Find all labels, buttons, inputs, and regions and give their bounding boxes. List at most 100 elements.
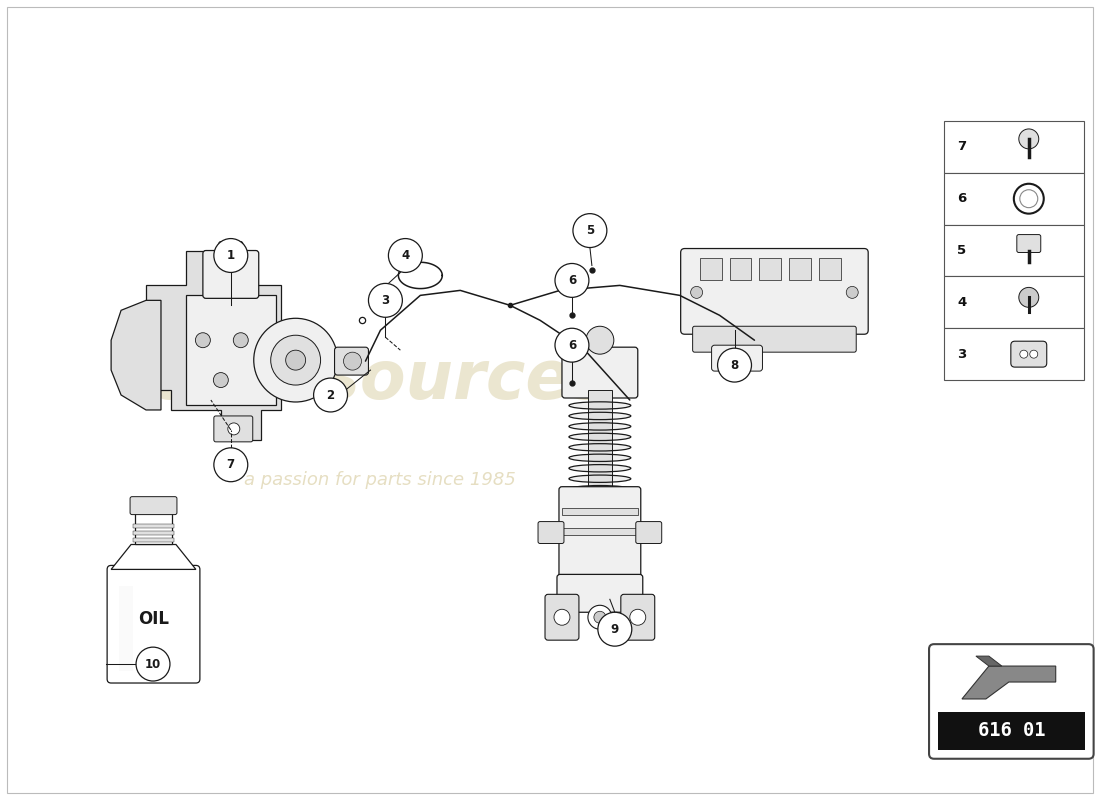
Text: 9: 9 [610, 622, 619, 636]
Circle shape [228, 423, 240, 435]
Ellipse shape [570, 444, 630, 450]
Text: 6: 6 [568, 274, 576, 287]
Circle shape [343, 352, 362, 370]
FancyBboxPatch shape [1011, 342, 1047, 367]
FancyBboxPatch shape [334, 347, 368, 375]
Circle shape [314, 378, 348, 412]
Circle shape [388, 238, 422, 273]
Text: 3: 3 [382, 294, 389, 307]
Bar [944, 277, 1084, 328]
Text: 5: 5 [957, 244, 967, 257]
FancyBboxPatch shape [1016, 234, 1041, 253]
Bar [759, 258, 781, 281]
Text: eurosources: eurosources [150, 347, 612, 413]
Text: 3: 3 [957, 348, 967, 361]
Text: 10: 10 [145, 658, 161, 670]
Circle shape [556, 263, 588, 298]
Bar [133, 530, 174, 534]
Circle shape [213, 373, 229, 387]
FancyBboxPatch shape [559, 486, 641, 582]
Text: a passion for parts since 1985: a passion for parts since 1985 [244, 470, 516, 489]
Bar [790, 258, 812, 281]
FancyBboxPatch shape [130, 497, 177, 514]
Text: 4: 4 [957, 296, 967, 309]
FancyBboxPatch shape [562, 347, 638, 398]
Circle shape [213, 448, 248, 482]
FancyBboxPatch shape [202, 250, 258, 298]
FancyBboxPatch shape [135, 513, 172, 545]
Text: 6: 6 [568, 338, 576, 352]
Circle shape [846, 286, 858, 298]
Text: 616 01: 616 01 [978, 722, 1045, 740]
Bar [820, 258, 842, 281]
FancyBboxPatch shape [693, 326, 856, 352]
Ellipse shape [570, 413, 630, 419]
FancyBboxPatch shape [219, 242, 243, 255]
Bar [938, 712, 1085, 750]
Circle shape [1019, 287, 1038, 307]
Ellipse shape [570, 475, 630, 482]
Circle shape [136, 647, 170, 681]
FancyBboxPatch shape [186, 295, 276, 405]
Ellipse shape [570, 434, 630, 440]
Circle shape [1019, 129, 1038, 149]
Ellipse shape [570, 486, 630, 492]
Polygon shape [976, 656, 1002, 666]
FancyBboxPatch shape [681, 249, 868, 334]
Bar [944, 328, 1084, 380]
Bar [587, 390, 612, 494]
Circle shape [587, 606, 612, 630]
Ellipse shape [570, 465, 630, 471]
FancyBboxPatch shape [930, 644, 1093, 758]
Bar [133, 523, 174, 527]
Ellipse shape [570, 402, 630, 409]
Circle shape [717, 348, 751, 382]
Circle shape [630, 610, 646, 626]
Circle shape [196, 333, 210, 348]
Circle shape [554, 610, 570, 626]
Circle shape [213, 238, 248, 273]
Text: 5: 5 [586, 224, 594, 237]
Circle shape [233, 333, 249, 348]
Polygon shape [111, 545, 196, 570]
Text: 8: 8 [730, 358, 739, 372]
Bar [944, 173, 1084, 225]
Bar [944, 121, 1084, 173]
Circle shape [286, 350, 306, 370]
FancyBboxPatch shape [636, 522, 662, 543]
Bar [944, 225, 1084, 277]
Circle shape [368, 283, 403, 318]
Circle shape [598, 612, 631, 646]
Circle shape [254, 318, 338, 402]
Ellipse shape [570, 423, 630, 430]
Bar [562, 508, 638, 514]
FancyBboxPatch shape [107, 566, 200, 683]
Circle shape [271, 335, 320, 385]
Ellipse shape [570, 454, 630, 461]
Text: 7: 7 [957, 140, 967, 154]
FancyBboxPatch shape [544, 594, 579, 640]
Circle shape [556, 328, 588, 362]
Bar [729, 258, 751, 281]
Circle shape [1030, 350, 1037, 358]
Polygon shape [111, 300, 161, 410]
FancyBboxPatch shape [557, 574, 642, 612]
FancyBboxPatch shape [620, 594, 654, 640]
Bar [562, 527, 638, 534]
FancyBboxPatch shape [538, 522, 564, 543]
Circle shape [691, 286, 703, 298]
Circle shape [573, 214, 607, 247]
Polygon shape [146, 250, 280, 440]
Text: 7: 7 [227, 458, 235, 471]
FancyBboxPatch shape [712, 345, 762, 371]
Text: 4: 4 [402, 249, 409, 262]
Polygon shape [962, 666, 1056, 699]
FancyBboxPatch shape [213, 416, 253, 442]
Circle shape [586, 326, 614, 354]
Circle shape [1020, 350, 1027, 358]
Text: 2: 2 [327, 389, 334, 402]
Text: 1: 1 [227, 249, 235, 262]
Bar [133, 538, 174, 542]
Bar [119, 586, 133, 671]
Text: OIL: OIL [138, 610, 169, 628]
